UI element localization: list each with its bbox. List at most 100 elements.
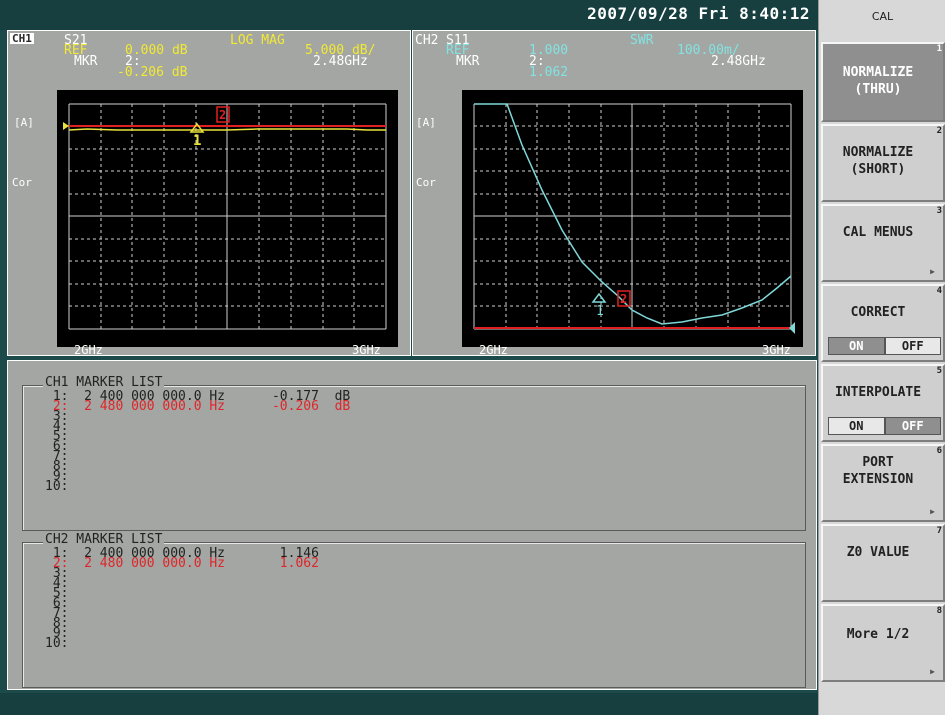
ch2-grid <box>473 103 792 330</box>
ch2-param: S11 <box>446 33 470 48</box>
interpolate-toggle[interactable]: ON OFF <box>828 417 941 435</box>
submenu-arrow-icon: ▶ <box>930 667 935 676</box>
softkey-number: 1 <box>936 44 942 54</box>
softkey-label: CORRECT <box>850 305 906 320</box>
softkey-number: 8 <box>936 606 942 616</box>
ch2-marker-2-label: 2 <box>620 292 627 306</box>
port-extension-softkey[interactable]: 6 PORT EXTENSION ▶ <box>821 444 945 522</box>
ch2-side-cor: Cor <box>416 176 436 189</box>
ch1-plot-area: 1 2 <box>57 90 398 347</box>
ch2-mkr-value: 1.062 <box>529 65 569 80</box>
ch1-stop-freq: 3GHz <box>352 343 381 357</box>
ch1-marker-list: CH1 MARKER LIST 1: 2 400 000 000.0 Hz -0… <box>22 375 806 531</box>
datetime-display: 2007/09/28 Fri 8:40:12 <box>587 4 810 23</box>
ch2-marker-row: 5: <box>45 586 69 601</box>
softkey-number: 4 <box>936 286 942 296</box>
ch2-marker-list-title: CH2 MARKER LIST <box>43 532 165 547</box>
ch2-ref-pointer <box>789 322 795 334</box>
toggle-off[interactable]: OFF <box>884 417 941 435</box>
toggle-on[interactable]: ON <box>828 337 885 355</box>
softkey-label: More 1/2 <box>846 627 910 642</box>
ch2-marker-row: 4: <box>45 576 69 591</box>
softkey-label: INTERPOLATE <box>834 385 922 400</box>
ch2-marker-row: 3: <box>45 566 69 581</box>
ch2-plot-area: 1 2 <box>462 90 803 347</box>
ch1-ref-value: 0.000 dB <box>125 43 188 58</box>
normalize-thru-softkey[interactable]: 1 NORMALIZE (THRU) <box>821 42 945 122</box>
ch2-scale: 100.00m/ <box>677 43 740 58</box>
ch1-marker-row: 5: <box>45 429 69 444</box>
ch1-scale: 5.000 dB/ <box>305 43 376 58</box>
cal-menus-softkey[interactable]: 3 CAL MENUS ▶ <box>821 204 945 282</box>
status-bar: 2007/09/28 Fri 8:40:12 <box>0 0 818 30</box>
ch1-start-freq: 2GHz <box>74 343 103 357</box>
ch1-marker-row: 8: <box>45 459 69 474</box>
ch2-marker-row: 6: <box>45 596 69 611</box>
toggle-on[interactable]: ON <box>828 417 885 435</box>
ch2-marker-row: 2: 2 480 000 000.0 Hz 1.062 <box>45 556 319 571</box>
ch1-marker-list-title: CH1 MARKER LIST <box>43 375 165 390</box>
ch1-marker-row: 3: <box>45 409 69 424</box>
ch2-mkr-label: MKR <box>456 54 480 69</box>
ch1-marker-1: 1 <box>189 122 205 149</box>
ch1-param: S21 <box>64 33 88 48</box>
ch1-marker-row: 2: 2 480 000 000.0 Hz -0.206 dB <box>45 399 351 414</box>
softkey-number: 3 <box>936 206 942 216</box>
ch2-marker-row: 8: <box>45 616 69 631</box>
ch2-format: SWR <box>630 33 654 48</box>
ch2-plot-svg: 1 2 <box>473 103 795 334</box>
interpolate-softkey[interactable]: 5 INTERPOLATE ON OFF <box>821 364 945 442</box>
normalize-short-softkey[interactable]: 2 NORMALIZE (SHORT) <box>821 124 945 202</box>
more-softkey[interactable]: 8 More 1/2 ▶ <box>821 604 945 682</box>
ch1-graph-panel: CH1 S21 REF 0.000 dB LOG MAG 5.000 dB/ M… <box>7 30 411 357</box>
ch2-marker-1-label: 1 <box>596 304 604 319</box>
ch2-mkr-num: 2: <box>529 54 545 69</box>
z0-value-softkey[interactable]: 7 Z0 VALUE <box>821 524 945 602</box>
marker-lists-panel: CH1 MARKER LIST 1: 2 400 000 000.0 Hz -0… <box>7 360 817 690</box>
softkey-label: NORMALIZE (SHORT) <box>842 145 914 177</box>
ch1-mkr-freq: 2.48GHz <box>313 54 368 69</box>
ch2-badge: CH2 <box>415 33 439 48</box>
ch2-start-freq: 2GHz <box>479 343 508 357</box>
ch2-trace <box>474 103 792 325</box>
menu-title: CAL <box>871 10 894 23</box>
ch1-marker-1-label: 1 <box>193 133 201 149</box>
ch1-marker-row: 6: <box>45 439 69 454</box>
ch1-mkr-label: MKR <box>74 54 98 69</box>
softkey-number: 6 <box>936 446 942 456</box>
ch2-marker-list: CH2 MARKER LIST 1: 2 400 000 000.0 Hz 1.… <box>22 532 806 688</box>
ch1-ref-pointer <box>63 122 69 130</box>
softkey-label: CAL MENUS <box>842 225 914 240</box>
ch1-badge: CH1 <box>10 32 34 45</box>
softkey-number: 2 <box>936 126 942 136</box>
ch1-side-a: [A] <box>14 116 34 129</box>
softkey-number: 7 <box>936 526 942 536</box>
bottom-status-bar <box>0 693 818 715</box>
correct-toggle[interactable]: ON OFF <box>828 337 941 355</box>
ch1-marker-row: 9: <box>45 469 69 484</box>
ch2-stop-freq: 3GHz <box>762 343 791 357</box>
softkey-label: PORT EXTENSION <box>842 455 914 487</box>
softkey-label: Z0 VALUE <box>846 545 910 560</box>
ch1-grid <box>68 103 387 330</box>
ch2-marker-row: 9: <box>45 626 69 641</box>
ch1-trace <box>68 128 386 131</box>
ch1-marker-row: 4: <box>45 419 69 434</box>
ch1-format: LOG MAG <box>230 33 285 48</box>
correct-softkey[interactable]: 4 CORRECT ON OFF <box>821 284 945 362</box>
toggle-off[interactable]: OFF <box>884 337 941 355</box>
ch2-ref-label: REF <box>446 43 470 58</box>
ch2-marker-row: 10: <box>45 636 69 651</box>
softkey-number: 5 <box>936 366 942 376</box>
softkey-label: NORMALIZE (THRU) <box>842 65 914 97</box>
ch1-marker-row: 7: <box>45 449 69 464</box>
ch1-side-cor: Cor <box>12 176 32 189</box>
submenu-arrow-icon: ▶ <box>930 267 935 276</box>
ch2-marker-row: 7: <box>45 606 69 621</box>
submenu-arrow-icon: ▶ <box>930 507 935 516</box>
ch2-marker-2: 2 <box>617 290 631 307</box>
softkey-menu: CAL 1 NORMALIZE (THRU) 2 NORMALIZE (SHOR… <box>818 0 945 715</box>
ch1-mkr-value: -0.206 dB <box>117 65 188 80</box>
ch1-marker-row: 10: <box>45 479 69 494</box>
ch2-ref-value: 1.000 <box>529 43 569 58</box>
